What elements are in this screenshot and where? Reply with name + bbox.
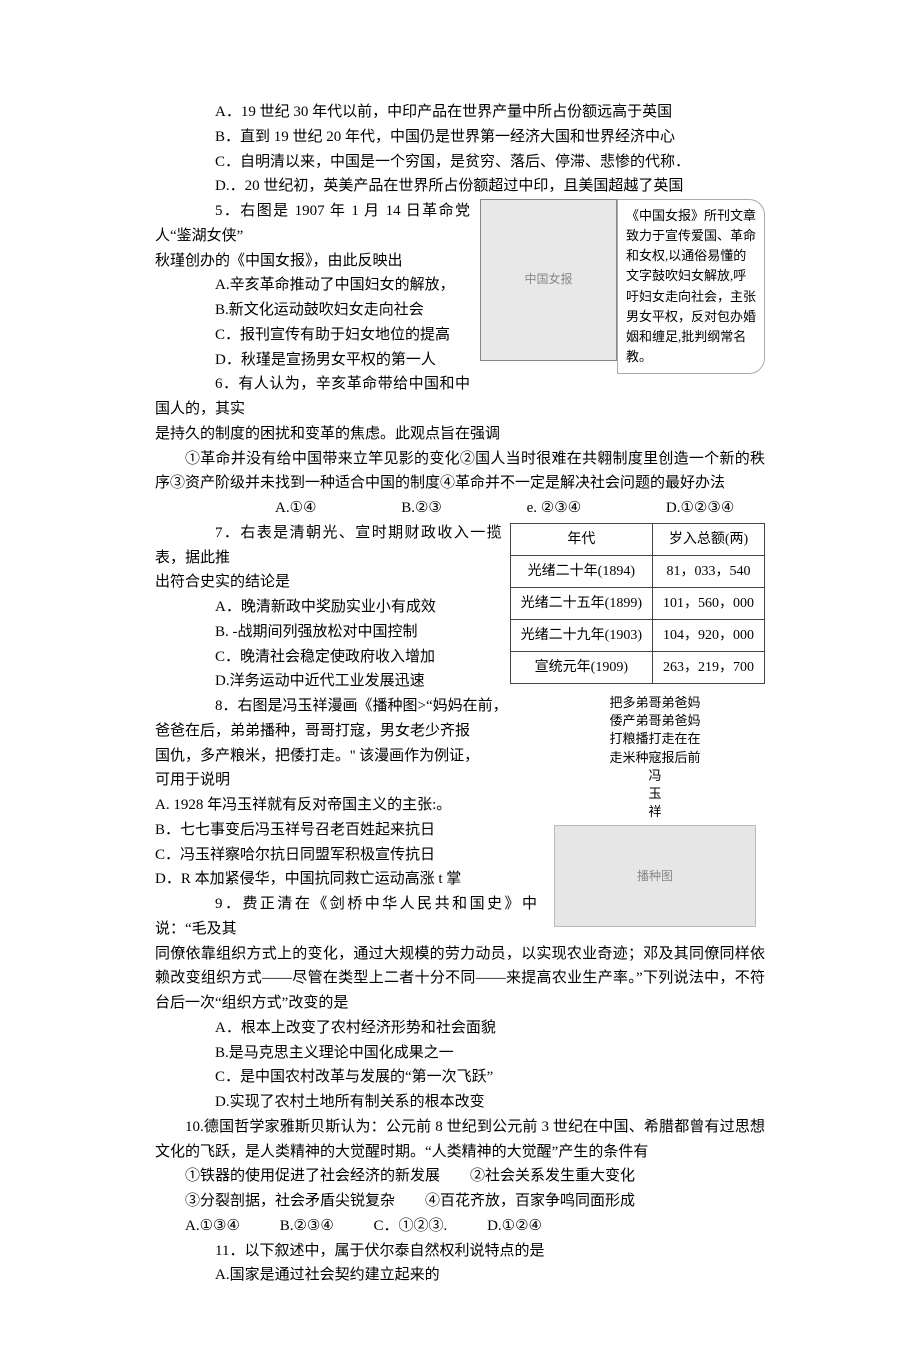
q4-option-C: C．自明清以来，中国是一个穷国，是贫穷、落后、停滞、悲惨的代称． — [155, 150, 765, 175]
q7-r2-c0: 光绪二十九年(1903) — [510, 620, 652, 652]
q7-r2-c1: 104，920，000 — [653, 620, 765, 652]
table-row: 光绪二十五年(1899) 101，560，000 — [510, 587, 764, 619]
q5-figure: 中国女报 《中国女报》所刊文章致力于宣传爱国、革命和女权,以通俗易懂的文字鼓吹妇… — [480, 199, 765, 374]
q7-r1-c0: 光绪二十五年(1899) — [510, 587, 652, 619]
q7-th-year: 年代 — [510, 523, 652, 555]
q7-r1-c1: 101，560，000 — [653, 587, 765, 619]
q6-option-B: B.②③ — [341, 496, 442, 521]
q7-r3-c0: 宣统元年(1909) — [510, 652, 652, 684]
q8-image-label: 播种图 — [637, 868, 673, 885]
q9-option-A: A．根本上改变了农村经济形势和社会面貌 — [155, 1016, 765, 1041]
q5-image-label: 中国女报 — [524, 270, 572, 290]
q6-options: A.①④ B.②③ e. ②③④ D.①②③④ — [155, 496, 765, 521]
table-row: 光绪二十九年(1903) 104，920，000 — [510, 620, 764, 652]
q7-r3-c1: 263，219，700 — [653, 652, 765, 684]
q6-stem-1: 6．有人认为，辛亥革命带给中国和中国人的，其实 — [155, 372, 765, 422]
q8-image: 播种图 — [554, 825, 756, 927]
q9-option-D: D.实现了农村土地所有制关系的根本改变 — [155, 1090, 765, 1115]
q6-statements: ①革命并没有给中国带来立竿见影的变化②国人当时很难在共翱制度里创造一个新的秩序③… — [155, 447, 765, 497]
q4-option-A: A．19 世纪 30 年代以前，中印产品在世界产量中所占份额远高于英国 — [155, 100, 765, 125]
q8-figure-poem: 把多弟哥弟爸妈 倭产弟哥弟爸妈 打粮播打走在在 走米种寇报后前 冯 玉 祥 — [545, 694, 765, 821]
q7-th-amount: 岁入总额(两) — [653, 523, 765, 555]
q7-r0-c0: 光绪二十年(1894) — [510, 555, 652, 587]
q4-option-D: D.．20 世纪初，英美产品在世界所占份额超过中印，且美国超越了英国 — [155, 174, 765, 199]
q7-r0-c1: 81，033，540 — [653, 555, 765, 587]
q10-option-B: B.②③④ — [265, 1214, 334, 1239]
q11-stem: 11．以下叙述中，属于伏尔泰自然权利说特点的是 — [155, 1239, 765, 1264]
table-header-row: 年代 岁入总额(两) — [510, 523, 764, 555]
q10-option-A: A.①③④ — [170, 1214, 240, 1239]
table-row: 宣统元年(1909) 263，219，700 — [510, 652, 764, 684]
q10-options: A.①③④ B.②③④ C．①②③. D.①②④ — [155, 1214, 765, 1239]
q9-stem-2: 同僚依靠组织方式上的变化，通过大规模的劳力动员，以实现农业奇迹；邓及其同僚同样依… — [155, 942, 765, 1016]
q6-option-A: A.①④ — [215, 496, 316, 521]
q10-line1: ①铁器的使用促进了社会经济的新发展 ②社会关系发生重大变化 — [155, 1164, 765, 1189]
q11-option-A: A.国家是通过社会契约建立起来的 — [155, 1263, 765, 1288]
q5-caption: 《中国女报》所刊文章致力于宣传爱国、革命和女权,以通俗易懂的文字鼓吹妇女解放,呼… — [617, 199, 765, 374]
q6-option-D: D.①②③④ — [606, 496, 734, 521]
q8-figure: 把多弟哥弟爸妈 倭产弟哥弟爸妈 打粮播打走在在 走米种寇报后前 冯 玉 祥 播种… — [545, 694, 765, 927]
table-row: 光绪二十年(1894) 81，033，540 — [510, 555, 764, 587]
q5-image: 中国女报 — [480, 199, 617, 361]
q9-option-C: C．是中国农村改革与发展的“第一次飞跃” — [155, 1065, 765, 1090]
q10-option-C: C．①②③. — [359, 1214, 448, 1239]
q10-line2: ③分裂剖据，社会矛盾尖锐复杂 ④百花齐放，百家争鸣同面形成 — [155, 1189, 765, 1214]
exam-page: A．19 世纪 30 年代以前，中印产品在世界产量中所占份额远高于英国 B．直到… — [0, 0, 920, 1348]
q10-option-D: D.①②④ — [472, 1214, 542, 1239]
q9-option-B: B.是马克思主义理论中国化成果之一 — [155, 1041, 765, 1066]
q6-option-C: e. ②③④ — [467, 496, 582, 521]
q7-table: 年代 岁入总额(两) 光绪二十年(1894) 81，033，540 光绪二十五年… — [510, 523, 765, 684]
q4-option-B: B．直到 19 世纪 20 年代，中国仍是世界第一经济大国和世界经济中心 — [155, 125, 765, 150]
q6-stem-2: 是持久的制度的困扰和变革的焦虑。此观点旨在强调 — [155, 422, 765, 447]
q10-stem: 10.德国哲学家雅斯贝斯认为：公元前 8 世纪到公元前 3 世纪在中国、希腊都曾… — [155, 1115, 765, 1165]
